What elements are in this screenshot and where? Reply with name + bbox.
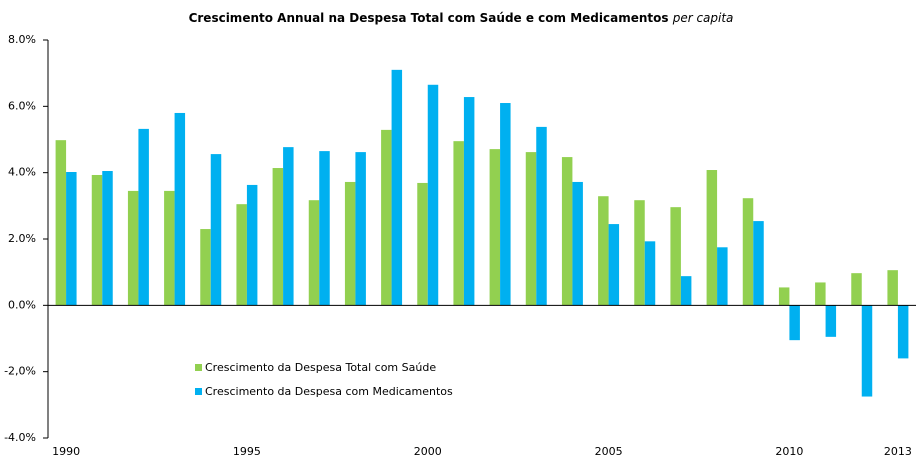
bar (851, 273, 862, 306)
bar (789, 305, 800, 341)
y-tick-label: 2.0% (8, 232, 36, 245)
bar (489, 149, 501, 306)
bar (897, 305, 909, 359)
x-tick-label: 2013 (884, 445, 912, 458)
bar (825, 305, 837, 337)
bar (381, 129, 392, 306)
bar (344, 181, 356, 306)
bar (236, 204, 247, 306)
bar (598, 196, 609, 306)
x-tick-label: 2005 (595, 445, 623, 458)
bar (319, 151, 330, 306)
bar (572, 181, 583, 306)
legend-label: Crescimento da Despesa Total com Saúde (205, 361, 436, 374)
bar (138, 128, 149, 306)
bar (670, 207, 681, 306)
bar (500, 103, 511, 306)
title-italic: per capita (672, 11, 734, 25)
y-tick-label: 6.0% (8, 99, 36, 112)
bar (778, 287, 790, 306)
bar (706, 170, 718, 306)
bar (200, 229, 211, 306)
bar (463, 97, 475, 306)
bar (536, 126, 547, 306)
bar (861, 305, 873, 397)
y-tick-label: 4.0% (8, 166, 36, 179)
bar (634, 200, 645, 306)
bar (210, 154, 222, 306)
title-main: Crescimento Annual na Despesa Total com … (189, 11, 669, 25)
y-tick-label: 8.0% (8, 33, 36, 46)
chart-title: Crescimento Annual na Despesa Total com … (189, 11, 734, 25)
bar (887, 270, 898, 306)
bar (127, 190, 139, 306)
bar (417, 182, 428, 306)
bar (742, 198, 754, 306)
bar (102, 171, 113, 306)
y-tick-label: 0.0% (8, 298, 36, 311)
legend-swatch (195, 388, 202, 395)
x-tick-label: 2010 (775, 445, 803, 458)
x-tick-label: 1995 (233, 445, 261, 458)
bar (680, 276, 692, 306)
bar (525, 152, 537, 306)
bar (815, 282, 826, 306)
bar (391, 69, 403, 306)
legend-label: Crescimento da Despesa com Medicamentos (205, 385, 453, 398)
bar (55, 140, 67, 306)
bar (164, 190, 175, 306)
bar (283, 147, 294, 306)
bar (644, 241, 656, 306)
bar (453, 141, 464, 306)
bar (427, 84, 439, 306)
legend-swatch (195, 364, 202, 371)
y-tick-label: -4.0% (4, 431, 36, 444)
bar (308, 200, 320, 306)
bar (753, 221, 764, 306)
y-tick-label: -2,0% (4, 365, 36, 378)
bar (272, 168, 284, 306)
bar (608, 224, 620, 306)
x-tick-label: 1990 (52, 445, 80, 458)
bar (91, 174, 103, 306)
bar (355, 152, 366, 306)
bar (66, 172, 77, 306)
bar (174, 112, 186, 306)
x-tick-label: 2000 (414, 445, 442, 458)
bar (561, 157, 573, 306)
bar (717, 247, 728, 306)
bar (246, 184, 258, 306)
